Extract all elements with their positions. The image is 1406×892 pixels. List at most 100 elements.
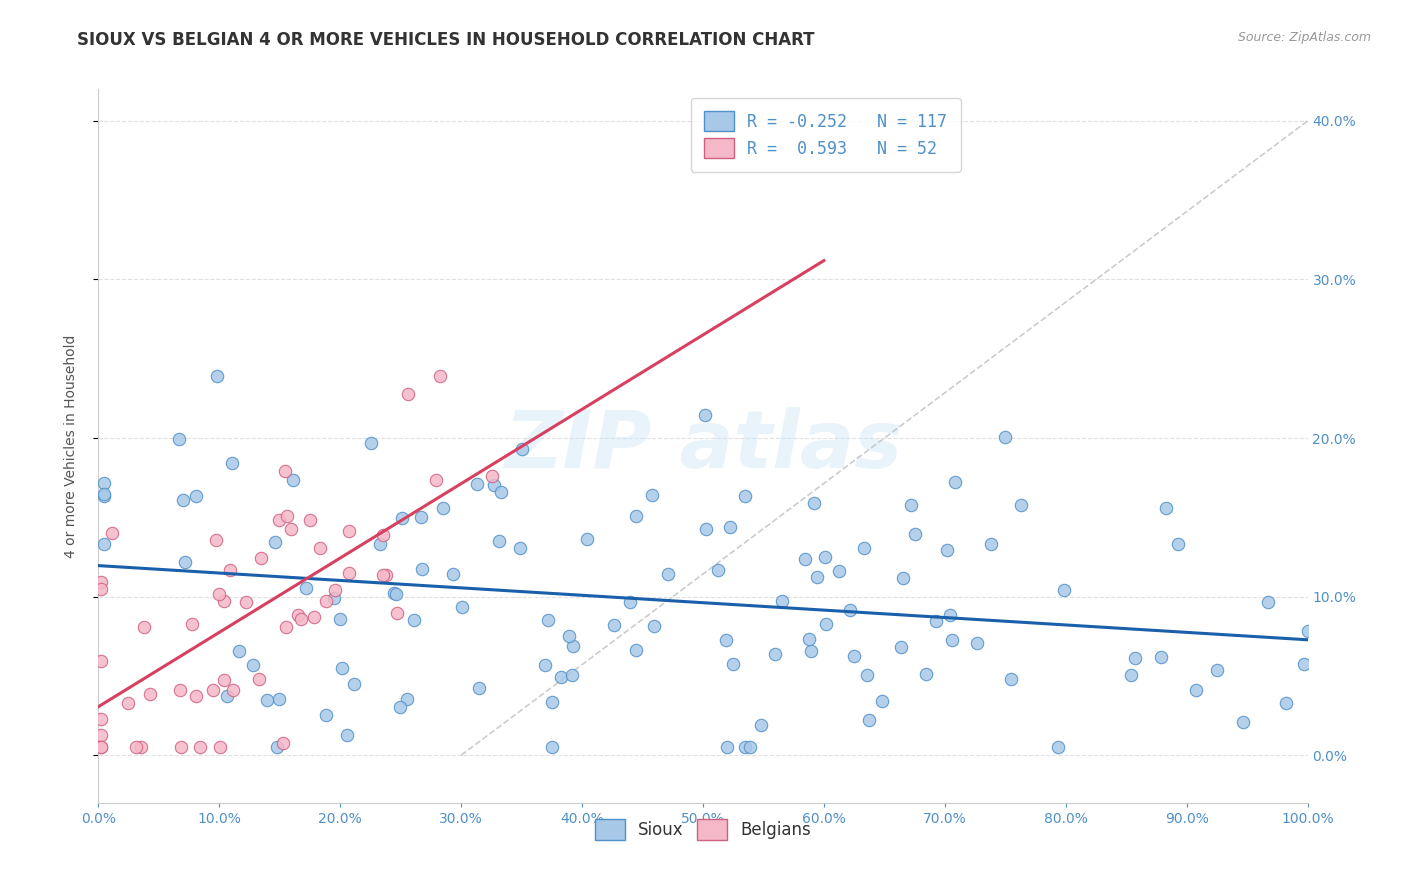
Point [388, 700, 411, 714]
Point [1232, 714, 1254, 729]
Point [204, 533, 226, 547]
Point [264, 534, 287, 549]
Point [205, 368, 228, 383]
Point [90, 740, 112, 755]
Point [339, 524, 361, 539]
Point [228, 644, 250, 658]
Point [575, 532, 598, 546]
Point [343, 677, 366, 691]
Point [853, 541, 876, 555]
Point [93, 490, 115, 504]
Point [337, 566, 360, 580]
Point [657, 567, 679, 582]
Point [512, 442, 534, 456]
Point [287, 607, 309, 622]
Point [994, 430, 1017, 444]
Point [1010, 498, 1032, 512]
Point [411, 562, 433, 576]
Point [626, 643, 648, 657]
Point [425, 473, 447, 487]
Point [980, 537, 1002, 551]
Point [1052, 583, 1074, 598]
Point [269, 691, 291, 706]
Point [799, 632, 821, 646]
Point [221, 457, 243, 471]
Point [373, 527, 395, 541]
Point [641, 488, 664, 502]
Point [1205, 663, 1227, 677]
Point [212, 594, 235, 608]
Point [184, 489, 207, 503]
Point [217, 689, 239, 703]
Point [90, 712, 112, 726]
Point [716, 740, 738, 755]
Point [534, 658, 557, 673]
Point [749, 717, 772, 731]
Point [432, 500, 454, 515]
Point [1156, 500, 1178, 515]
Legend: Sioux, Belgians: Sioux, Belgians [586, 811, 820, 848]
Point [382, 586, 405, 600]
Point [1292, 657, 1315, 672]
Point [624, 508, 647, 523]
Point [643, 619, 665, 633]
Point [870, 694, 893, 708]
Point [695, 522, 717, 536]
Point [828, 564, 851, 578]
Point [803, 496, 825, 510]
Point [619, 595, 641, 609]
Point [208, 587, 231, 601]
Point [184, 690, 207, 704]
Point [172, 493, 194, 508]
Point [693, 408, 716, 422]
Point [138, 687, 160, 701]
Point [404, 613, 426, 627]
Point [371, 568, 394, 582]
Point [936, 542, 959, 557]
Point [1119, 668, 1142, 682]
Point [90, 740, 112, 755]
Point [488, 534, 510, 549]
Point [90, 654, 112, 668]
Point [315, 593, 337, 607]
Point [1150, 650, 1173, 665]
Point [280, 522, 302, 536]
Point [1167, 537, 1189, 551]
Point [101, 526, 124, 541]
Point [235, 595, 257, 609]
Point [1123, 650, 1146, 665]
Point [218, 563, 240, 577]
Point [939, 608, 962, 623]
Point [281, 473, 304, 487]
Point [489, 484, 512, 499]
Point [537, 613, 560, 627]
Point [134, 620, 156, 634]
Point [484, 478, 506, 492]
Y-axis label: 4 or more Vehicles in Household: 4 or more Vehicles in Household [63, 334, 77, 558]
Point [174, 555, 197, 569]
Point [90, 575, 112, 590]
Point [242, 657, 264, 672]
Point [93, 537, 115, 551]
Point [391, 510, 413, 524]
Point [1184, 682, 1206, 697]
Point [201, 682, 224, 697]
Point [181, 617, 204, 632]
Text: Source: ZipAtlas.com: Source: ZipAtlas.com [1237, 31, 1371, 45]
Point [129, 740, 152, 755]
Point [541, 695, 564, 709]
Point [814, 616, 837, 631]
Point [330, 661, 353, 675]
Point [169, 682, 191, 697]
Point [276, 508, 298, 523]
Point [329, 612, 352, 626]
Point [603, 617, 626, 632]
Point [271, 736, 294, 750]
Point [387, 607, 409, 621]
Point [93, 487, 115, 501]
Point [93, 475, 115, 490]
Point [718, 520, 741, 534]
Point [247, 673, 270, 687]
Point [793, 551, 815, 566]
Point [375, 568, 398, 582]
